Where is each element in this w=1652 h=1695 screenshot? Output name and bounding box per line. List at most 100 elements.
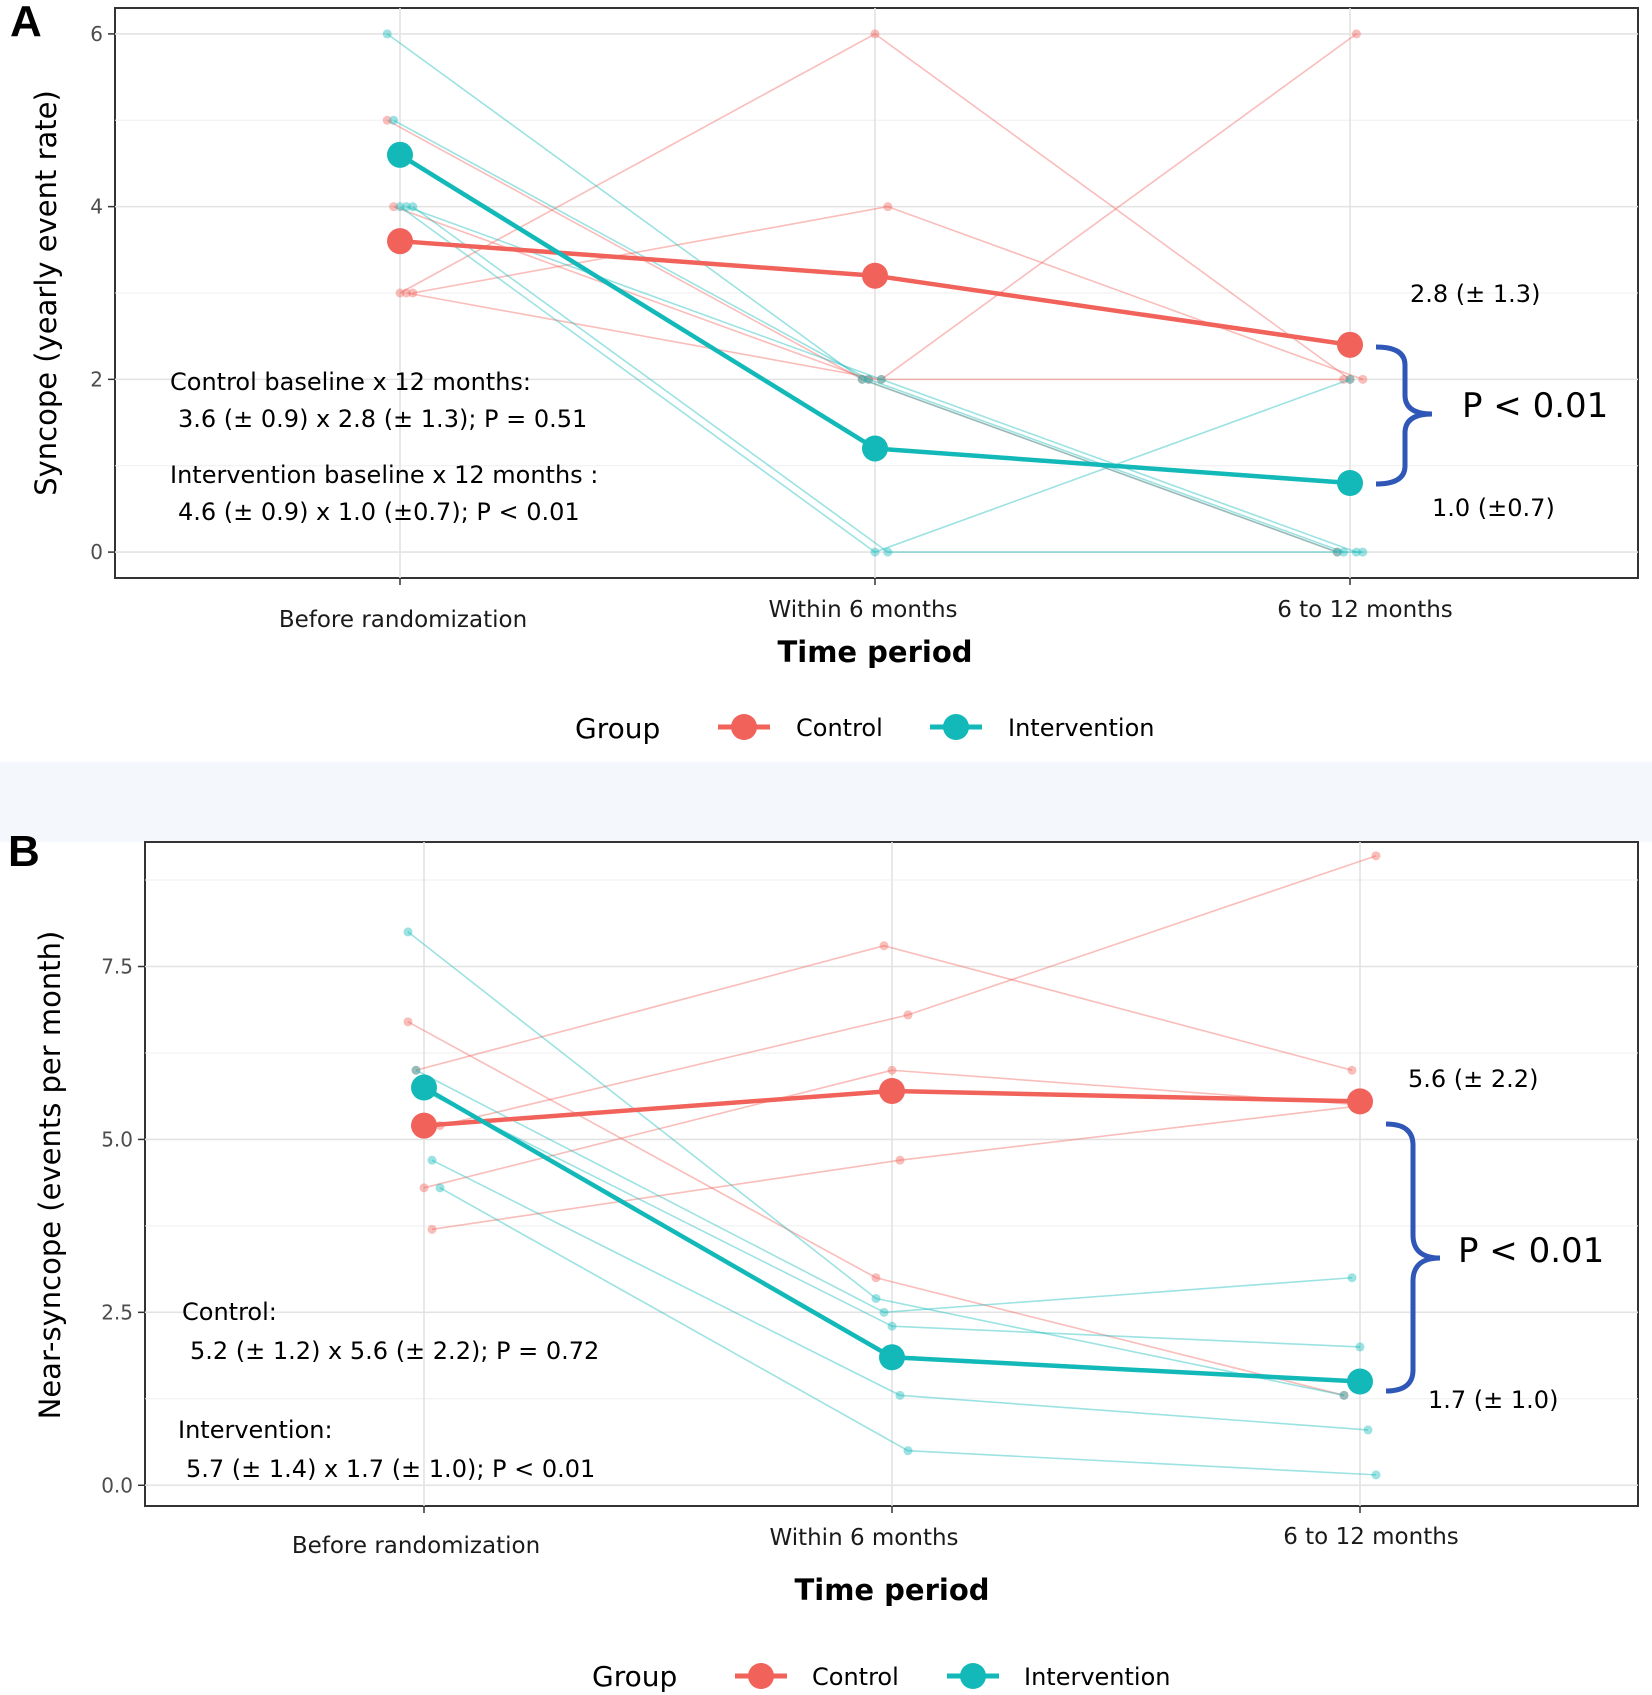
individual-line-intervention — [415, 1069, 1353, 1314]
panel-b-label: B — [8, 827, 40, 876]
panel-b-intervention-annotation-line1: Intervention: — [178, 1416, 333, 1444]
individual-point-control — [879, 941, 889, 951]
individual-point-control — [403, 1017, 413, 1027]
individual-point-control — [395, 288, 405, 298]
individual-line-intervention — [431, 1159, 1369, 1431]
individual-point-intervention — [1345, 374, 1355, 384]
individual-line-intervention — [423, 1090, 1361, 1348]
individual-point-intervention — [401, 202, 411, 212]
individual-point-control — [871, 1273, 881, 1283]
panel-b-control-annotation-line2: 5.2 (± 1.2) x 5.6 (± 2.2); P = 0.72 — [190, 1337, 599, 1365]
panel-a-control-annotation-line1: Control baseline x 12 months: — [170, 368, 531, 396]
individual-point-control — [408, 288, 418, 298]
panel-b-grid — [145, 842, 1638, 1506]
individual-point-intervention — [1371, 1470, 1381, 1480]
y-tick-label: 0 — [90, 540, 103, 564]
panel-a-label: A — [10, 0, 42, 46]
mean-point-intervention — [879, 1344, 905, 1371]
panel-a-x-axis-title: Time period — [777, 635, 972, 669]
individual-point-intervention — [857, 374, 867, 384]
panel-b: B 0.0 2.5 5.0 7.5 Before randomization Withi… — [8, 827, 1639, 1693]
panel-b-significance-bracket — [1385, 1121, 1441, 1394]
x-tick-label: Within 6 months — [769, 1525, 958, 1551]
panel-b-legend-intervention-label: Intervention — [1024, 1663, 1170, 1691]
individual-point-control — [1339, 1390, 1349, 1400]
individual-point-intervention — [903, 1446, 913, 1456]
individual-point-control — [864, 374, 874, 384]
individual-point-intervention — [1347, 1273, 1357, 1283]
individual-line-control — [407, 1021, 1345, 1397]
mean-point-control — [879, 1078, 905, 1104]
panel-a-y-ticks: 0 2 4 6 — [90, 22, 115, 564]
individual-line-intervention — [386, 33, 1338, 553]
panel-b-control-mean-label: 5.6 (± 2.2) — [1408, 1065, 1538, 1093]
individual-line-intervention — [407, 931, 1345, 1397]
panel-a-intervention-annotation-line1: Intervention baseline x 12 months : — [170, 461, 598, 489]
panel-a-x-ticks: Before randomization Within 6 months 6 to … — [279, 578, 1453, 633]
individual-point-control — [382, 115, 392, 125]
individual-point-intervention — [1339, 1390, 1349, 1400]
individual-point-intervention — [389, 115, 399, 125]
individual-point-control — [419, 1183, 429, 1193]
y-tick-label: 2 — [90, 367, 103, 391]
panel-a-p-value: P < 0.01 — [1462, 386, 1608, 426]
individual-line-control — [386, 119, 1338, 553]
individual-point-control — [883, 202, 893, 212]
individual-point-control — [1351, 29, 1361, 39]
mean-point-intervention — [387, 141, 413, 168]
panel-a: A 0 2 4 6 Before randomization Within 6 mont… — [10, 0, 1639, 745]
individual-point-intervention — [411, 1065, 421, 1075]
panel-a-intervention-mean-label: 1.0 (±0.7) — [1432, 494, 1555, 522]
individual-point-control — [427, 1224, 437, 1234]
individual-line-control — [439, 855, 1377, 1127]
individual-point-intervention — [1355, 1342, 1365, 1352]
mean-point-control — [387, 228, 413, 255]
mean-point-control — [411, 1112, 437, 1139]
individual-point-intervention — [883, 547, 893, 557]
individual-line-intervention — [393, 119, 1344, 553]
panel-a-legend-title: Group — [575, 712, 660, 745]
individual-point-intervention — [403, 927, 413, 937]
individual-point-control — [1371, 851, 1381, 861]
panel-a-individual-lines — [382, 29, 1368, 557]
panel-b-p-value: P < 0.01 — [1458, 1231, 1604, 1271]
y-tick-label: 5.0 — [101, 1127, 133, 1151]
panel-a-control-annotation-line2: 3.6 (± 0.9) x 2.8 (± 1.3); P = 0.51 — [178, 405, 587, 433]
x-tick-label: 6 to 12 months — [1277, 597, 1453, 623]
individual-point-intervention — [1358, 547, 1368, 557]
individual-line-control — [431, 1104, 1369, 1231]
individual-line-control — [406, 33, 1357, 381]
individual-point-intervention — [876, 374, 886, 384]
panel-b-intervention-mean-label: 1.7 (± 1.0) — [1428, 1386, 1558, 1414]
individual-point-intervention — [427, 1155, 437, 1165]
individual-point-intervention — [382, 29, 392, 39]
individual-point-control — [1347, 1065, 1357, 1075]
individual-point-control — [1358, 374, 1368, 384]
x-tick-label: Before randomization — [279, 607, 527, 633]
panel-a-control-mean-label: 2.8 (± 1.3) — [1410, 280, 1540, 308]
panel-b-legend-control-label: Control — [812, 1663, 899, 1691]
individual-line-control — [393, 205, 1344, 381]
panel-a-significance-bracket — [1375, 344, 1433, 487]
individual-point-control — [389, 202, 399, 212]
individual-point-intervention — [1363, 1425, 1373, 1435]
mean-point-control — [862, 262, 888, 289]
mean-point-control — [1337, 331, 1363, 358]
individual-point-intervention — [1339, 547, 1349, 557]
individual-line-intervention — [412, 205, 1363, 553]
panel-a-grid — [115, 8, 1638, 578]
individual-point-control — [401, 288, 411, 298]
individual-line-control — [423, 1069, 1361, 1189]
individual-line-control — [399, 32, 1351, 381]
mean-point-intervention — [1337, 470, 1363, 496]
individual-point-intervention — [887, 1321, 897, 1331]
x-tick-label: Within 6 months — [768, 597, 957, 623]
panel-separator — [0, 762, 1652, 842]
panel-a-legend-intervention-marker — [943, 714, 969, 740]
mean-point-control — [1347, 1088, 1373, 1115]
individual-point-control — [903, 1010, 913, 1020]
individual-point-control — [876, 374, 886, 384]
individual-point-intervention — [1332, 547, 1342, 557]
panel-a-legend: Group Control Intervention — [575, 712, 1154, 745]
